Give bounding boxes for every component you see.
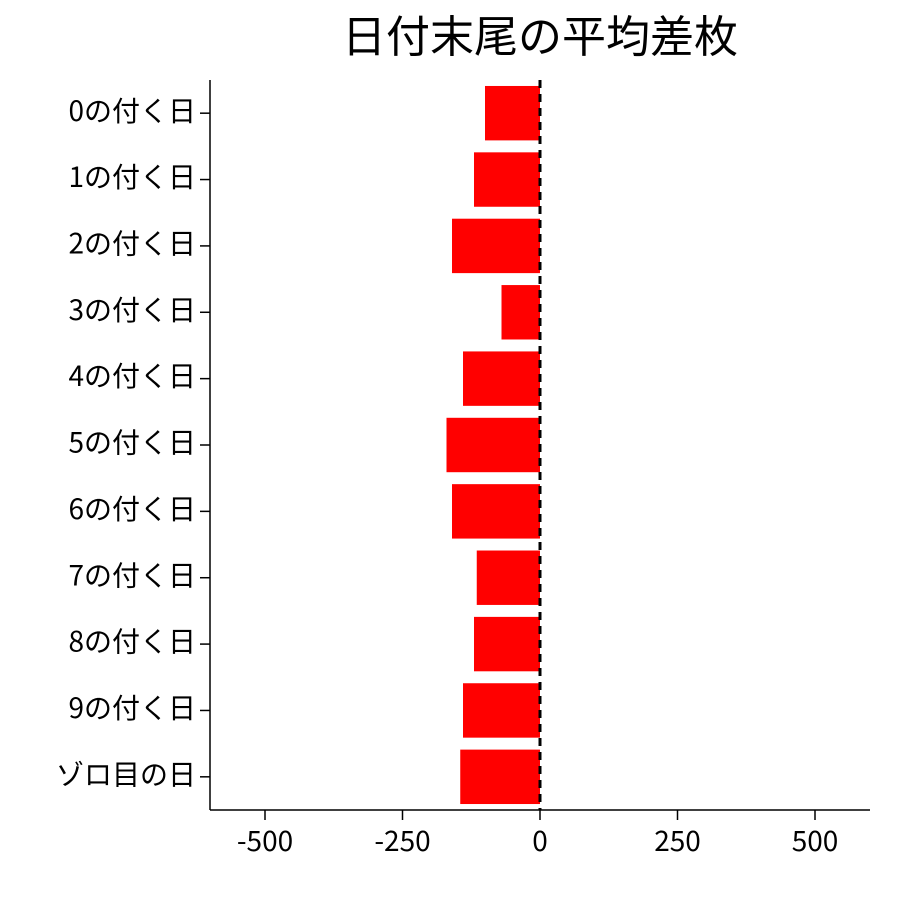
bar	[452, 484, 540, 538]
bar	[502, 285, 541, 339]
x-tick-label: 250	[654, 820, 701, 860]
bar	[452, 219, 540, 273]
bar	[474, 152, 540, 206]
y-tick-label: 6の付く日	[68, 488, 196, 528]
x-tick-label: 0	[532, 820, 548, 860]
x-tick-label: 500	[792, 820, 839, 860]
y-tick-label: 2の付く日	[68, 223, 196, 263]
chart-svg: 日付末尾の平均差枚 0の付く日 1の付く日 2の付く日 3の付く日 4の付く日 5の付く日 6…	[0, 0, 900, 900]
chart-title: 日付末尾の平均差枚	[342, 1, 738, 65]
bar	[463, 683, 540, 737]
y-tick-label: 3の付く日	[68, 289, 196, 329]
y-tick-label: ゾロ目の日	[56, 753, 196, 793]
y-tick-label: 0の付く日	[68, 90, 196, 130]
y-tick-label: 1の付く日	[68, 156, 196, 196]
bar	[460, 750, 540, 804]
bar	[485, 86, 540, 140]
chart-container: 日付末尾の平均差枚 0の付く日 1の付く日 2の付く日 3の付く日 4の付く日 5の付く日 6…	[0, 0, 900, 900]
bar	[463, 351, 540, 405]
x-tick-label: -500	[237, 820, 293, 860]
x-tick-label: -250	[374, 820, 430, 860]
y-tick-label: 4の付く日	[68, 355, 196, 395]
y-tick-label: 5の付く日	[68, 422, 196, 462]
bar	[474, 617, 540, 671]
y-tick-label: 7の付く日	[68, 554, 196, 594]
y-tick-label: 9の付く日	[68, 687, 196, 727]
bars-group	[447, 86, 541, 804]
bar	[477, 551, 540, 605]
bar	[447, 418, 541, 472]
y-tick-label: 8の付く日	[68, 621, 196, 661]
